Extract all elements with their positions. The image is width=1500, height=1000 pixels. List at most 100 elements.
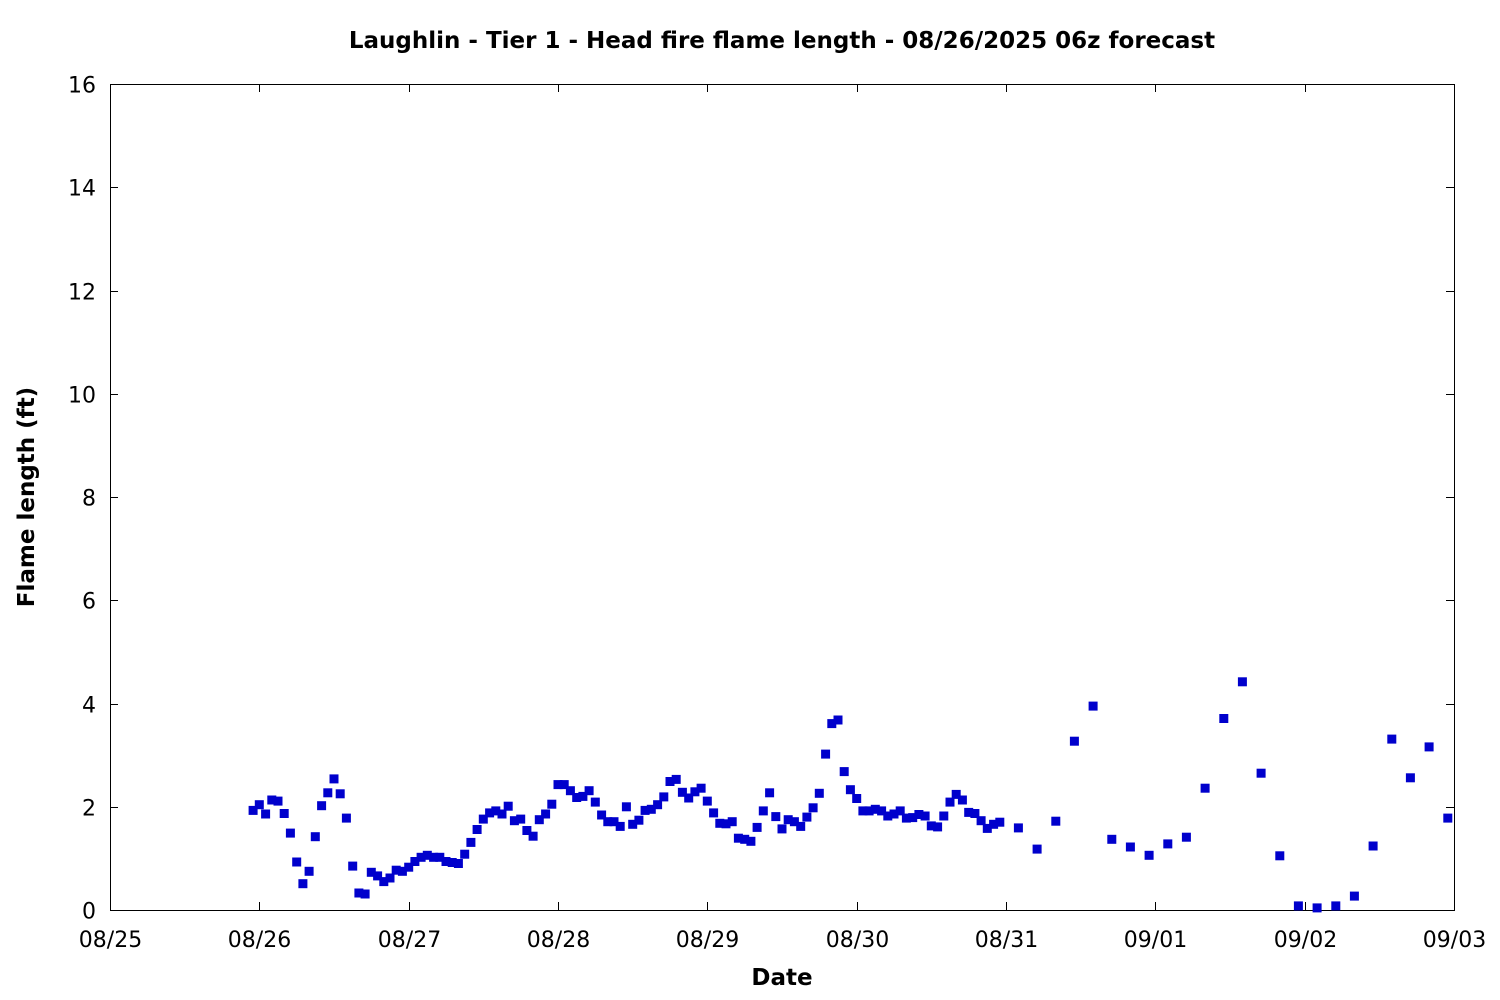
data-point [939,811,949,821]
data-point [435,852,445,862]
data-point [485,808,495,818]
data-point [341,813,351,823]
data-point [323,788,333,798]
data-point [410,857,420,866]
data-point [597,810,607,820]
data-point [920,811,930,821]
data-point [833,715,843,725]
x-tick-label: 08/29 [676,928,739,953]
y-tick-label: 8 [82,487,96,512]
data-point [254,800,264,810]
y-tick-label: 6 [82,590,96,615]
data-point [665,777,675,786]
y-tick-label: 4 [82,694,96,719]
data-point [317,801,327,811]
data-point [509,816,519,826]
data-point [789,817,799,827]
data-point [883,811,893,821]
data-point [839,767,849,777]
data-point [541,809,551,819]
data-point [285,828,295,838]
data-point [248,805,258,815]
data-point [1032,844,1042,854]
data-point [603,817,613,827]
data-point [503,801,513,811]
data-point [304,866,314,876]
data-point [889,809,899,819]
data-point [609,817,619,827]
axis-tick-labels: 08/25 08/26 08/27 08/28 08/29 08/30 08/31 09/01… [68,74,1486,954]
data-point [1200,783,1210,793]
data-point [1368,841,1378,851]
data-point [827,719,837,729]
data-point [1219,714,1229,723]
data-point [852,794,862,803]
data-point [877,806,887,816]
data-point [957,795,967,805]
data-point [360,889,370,899]
data-point [1237,677,1247,687]
data-point [696,783,706,793]
data-point [1424,742,1434,752]
data-point [945,797,955,807]
data-point [584,786,594,796]
data-point [914,810,924,819]
data-point [460,849,470,859]
data-point [926,821,936,831]
data-point [702,796,712,806]
axis-ticks [110,84,1455,911]
data-point [429,852,439,862]
data-point [634,815,644,825]
data-point [572,793,582,802]
data-point [354,888,364,898]
data-point [379,877,389,887]
data-point [441,857,451,866]
data-point [1443,813,1453,823]
y-tick-label: 2 [82,797,96,822]
x-tick-label: 09/03 [1423,928,1486,953]
data-point [870,804,880,814]
data-point [273,796,283,806]
data-point [1013,823,1023,833]
x-tick-label: 09/01 [1124,928,1187,953]
data-point [298,879,308,889]
data-point [752,822,762,832]
data-point [329,774,339,784]
data-point [267,795,277,805]
x-axis-label: Date [751,965,813,991]
data-point [553,780,563,790]
data-point [1349,891,1359,901]
data-point [447,858,457,867]
data-point [845,785,855,795]
x-tick-label: 08/28 [527,928,590,953]
data-point [373,871,383,881]
data-point [765,788,775,798]
data-point [279,809,289,818]
data-point [1069,736,1079,746]
data-point [709,808,719,818]
data-points [248,677,1453,913]
data-point [808,803,818,813]
data-point [565,786,575,796]
data-point [335,789,345,799]
data-point [578,791,588,801]
data-point [1312,903,1322,913]
y-tick-label: 10 [68,384,96,409]
chart-title: Laughlin - Tier 1 - Head fire flame leng… [348,28,1216,54]
data-point [895,806,905,816]
data-point [348,861,358,871]
plot-frame [110,84,1455,911]
data-point [715,818,725,828]
data-point [783,815,793,825]
data-point [901,813,911,823]
data-point [976,816,986,826]
y-tick-label: 16 [68,74,96,99]
data-point [534,815,544,825]
data-point [522,826,532,835]
data-point [621,802,631,812]
x-tick-label: 08/27 [378,928,441,953]
data-point [497,809,507,819]
data-point [671,774,681,784]
x-tick-label: 08/26 [228,928,291,953]
